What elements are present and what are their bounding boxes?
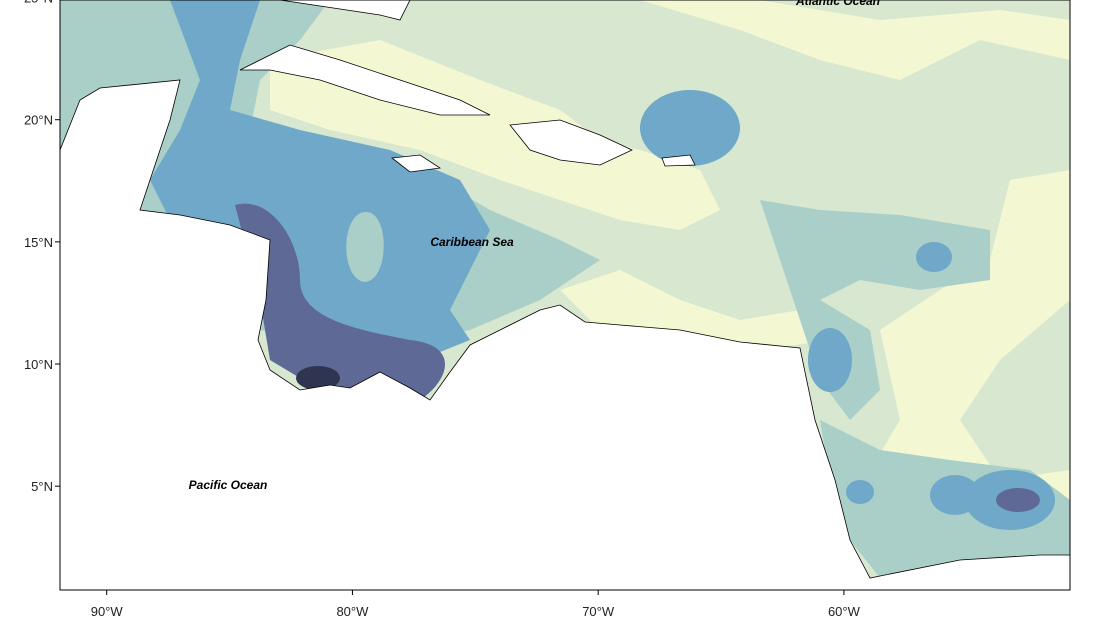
x-tick-label: 90°W bbox=[91, 604, 124, 619]
place-label: Atlantic Ocean bbox=[795, 0, 880, 8]
contour-high bbox=[808, 328, 852, 392]
land bbox=[60, 79, 1070, 590]
frame bbox=[59, 0, 1071, 591]
contour-high bbox=[930, 475, 980, 515]
contour-high bbox=[150, 0, 490, 360]
island bbox=[509, 119, 633, 166]
island bbox=[279, 0, 411, 21]
y-tick-label: 10°N bbox=[24, 357, 53, 372]
y-tick-label: 20°N bbox=[24, 113, 53, 128]
y-tick-label: 25°N bbox=[24, 0, 53, 6]
x-tick-label: 60°W bbox=[828, 604, 861, 619]
x-tick-label: 80°W bbox=[336, 604, 369, 619]
contour-highest bbox=[296, 366, 340, 390]
contours bbox=[60, 0, 1070, 590]
contour-high bbox=[916, 242, 952, 272]
island bbox=[661, 154, 696, 167]
place-label: Caribbean Sea bbox=[430, 235, 514, 249]
contour-mid bbox=[346, 211, 384, 282]
island bbox=[390, 154, 442, 173]
x-tick-label: 70°W bbox=[582, 604, 615, 619]
y-tick-label: 15°N bbox=[24, 235, 53, 250]
contour-higher bbox=[996, 488, 1040, 512]
y-tick-label: 5°N bbox=[31, 479, 53, 494]
contour-high bbox=[846, 480, 874, 504]
island bbox=[239, 44, 491, 116]
place-label: Pacific Ocean bbox=[189, 478, 268, 492]
contour-low bbox=[640, 0, 1070, 540]
contour-higher bbox=[235, 203, 445, 400]
contour-high bbox=[640, 90, 740, 166]
